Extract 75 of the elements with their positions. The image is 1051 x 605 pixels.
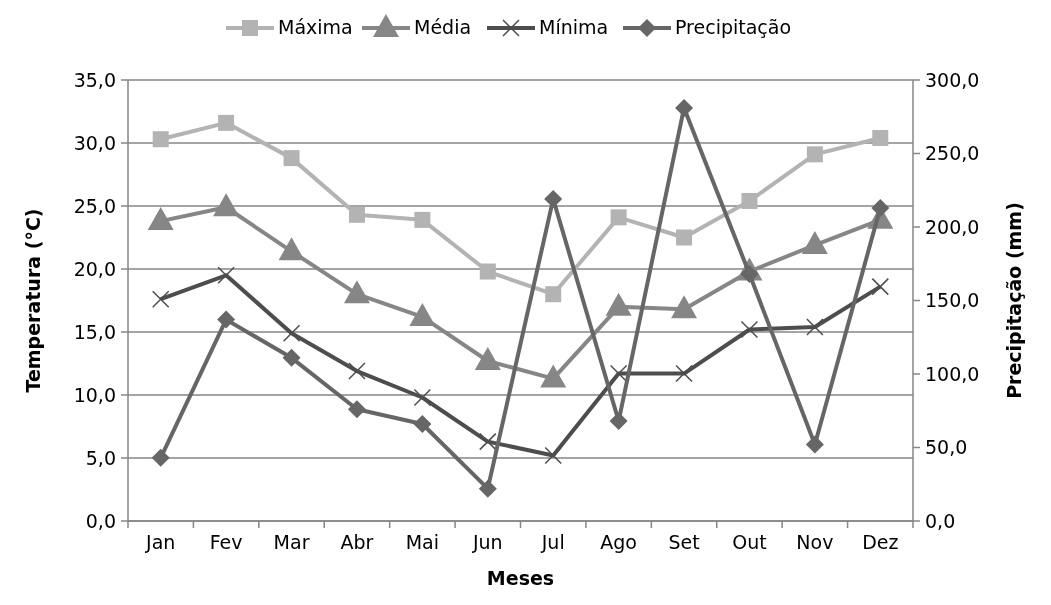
point: [479, 432, 497, 451]
point: [347, 400, 366, 419]
point: [671, 295, 698, 319]
point: [675, 98, 694, 117]
point: [609, 412, 628, 431]
x-tick-label: Jan: [145, 531, 176, 553]
point: [151, 290, 170, 308]
point: [283, 150, 300, 167]
x-tick-label: Set: [668, 531, 700, 553]
point: [151, 448, 170, 467]
point: [282, 348, 301, 367]
point: [741, 192, 758, 209]
y-tick-label: 20,0: [73, 257, 116, 280]
y-tick-label: 35,0: [73, 68, 116, 91]
y2-tick-label: 200,0: [925, 215, 980, 238]
point: [152, 131, 169, 148]
legend-label: Precipitação: [675, 16, 792, 38]
point: [544, 190, 563, 209]
point: [872, 129, 889, 146]
y2-tick-label: 150,0: [925, 289, 980, 312]
x-tick-label: Nov: [796, 531, 834, 553]
y2-tick-label: 250,0: [925, 142, 980, 165]
x-tick-label: Mai: [405, 531, 440, 553]
y-tick-label: 5,0: [85, 446, 116, 469]
x-tick-label: Dez: [862, 531, 899, 553]
point: [147, 207, 174, 231]
point: [414, 211, 431, 228]
y-tick-label: 0,0: [85, 509, 116, 532]
y2-axis-title: Precipitação (mm): [1003, 202, 1025, 399]
x-tick-label: Abr: [340, 531, 374, 553]
point: [218, 114, 235, 131]
point: [545, 286, 562, 303]
point: [610, 209, 627, 226]
point: [413, 388, 432, 407]
y2-tick-label: 50,0: [925, 436, 968, 459]
point: [217, 266, 235, 285]
point: [740, 320, 759, 339]
point: [801, 231, 828, 255]
point: [278, 237, 305, 261]
point: [213, 193, 240, 217]
point: [478, 479, 497, 498]
point: [806, 318, 824, 336]
point: [675, 364, 693, 383]
point: [413, 414, 432, 433]
y2-tick-label: 0,0: [925, 509, 956, 532]
y-axis-title: Temperatura (°C): [22, 208, 44, 393]
x-axis-title: Meses: [486, 567, 555, 589]
y2-tick-label: 100,0: [925, 362, 980, 385]
y-tick-label: 25,0: [73, 194, 116, 217]
y-tick-label: 10,0: [73, 383, 116, 406]
legend-label: Mínima: [539, 16, 609, 38]
point: [805, 435, 824, 454]
x-tick-label: Fev: [209, 531, 243, 553]
point: [676, 229, 693, 246]
point: [282, 324, 301, 343]
point: [217, 310, 236, 329]
x-tick-label: Jun: [471, 531, 503, 553]
legend-label: Média: [414, 16, 472, 38]
point: [544, 446, 562, 465]
y-tick-label: 15,0: [73, 320, 116, 343]
y2-tick-label: 300,0: [925, 68, 980, 91]
point: [871, 277, 890, 296]
x-tick-label: Ago: [600, 531, 637, 553]
point: [343, 280, 370, 304]
point: [609, 364, 628, 383]
point: [348, 206, 365, 223]
x-tick-label: Mar: [273, 531, 310, 553]
y-tick-label: 30,0: [73, 131, 116, 154]
legend-label: Máxima: [278, 16, 353, 38]
point: [479, 263, 496, 280]
point: [806, 146, 823, 163]
point: [871, 198, 890, 217]
point: [348, 362, 366, 380]
x-tick-label: Out: [732, 531, 767, 553]
x-tick-label: Jul: [540, 531, 565, 553]
